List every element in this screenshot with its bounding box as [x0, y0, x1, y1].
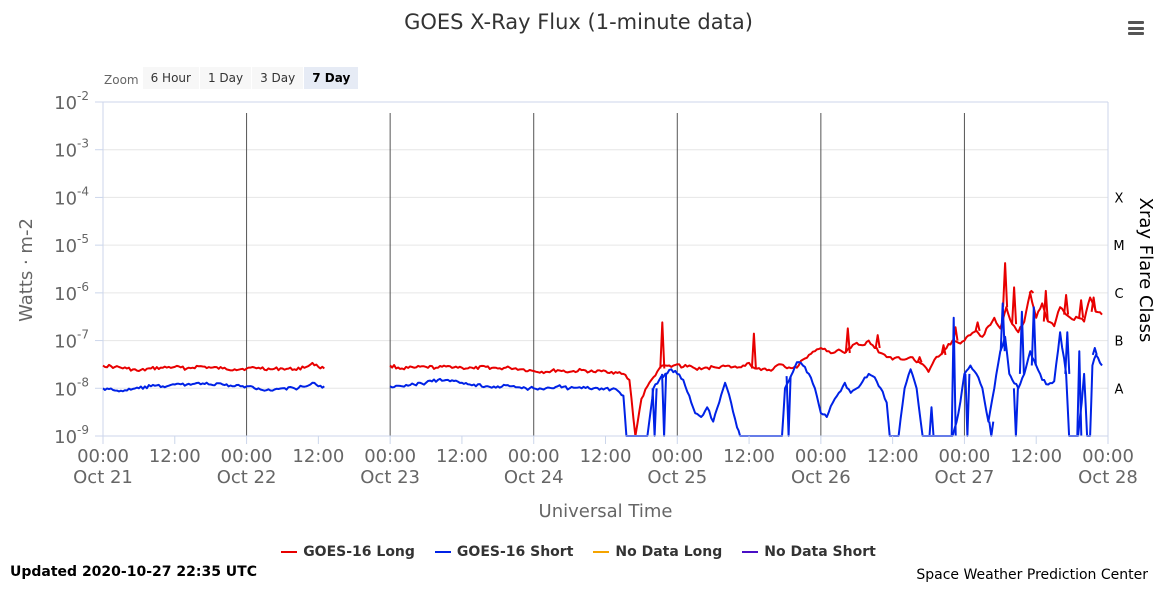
series-spike: [950, 316, 957, 437]
series-spike: [1042, 289, 1049, 322]
y-tick-label: 10-4: [54, 184, 89, 209]
x-tick-date-label: Oct 27: [935, 467, 995, 488]
series-spike: [661, 373, 668, 437]
series-spike: [659, 321, 666, 369]
x-tick-time-label: 12:00: [723, 446, 775, 467]
series-spike: [1078, 299, 1085, 318]
flare-class-label: X: [1115, 191, 1124, 206]
series-spike: [1028, 289, 1035, 294]
flare-class-label: A: [1115, 382, 1124, 397]
flare-class-label: B: [1115, 335, 1124, 350]
series-spike: [928, 406, 935, 437]
legend-item-goes16-short[interactable]: GOES-16 Short: [434, 544, 574, 560]
series-spike: [1030, 306, 1037, 366]
credit-text: Space Weather Prediction Center: [916, 567, 1148, 583]
y-tick-label: 10-9: [54, 423, 89, 448]
x-tick-time-label: 12:00: [149, 446, 201, 467]
y-tick-label: 10-8: [54, 375, 89, 400]
y-tick-label: 10-3: [54, 137, 89, 162]
x-tick-date-label: Oct 25: [647, 467, 707, 488]
series-spike: [1012, 388, 1019, 437]
series-spike: [999, 302, 1006, 352]
chart-title: GOES X-Ray Flux (1-minute data): [404, 10, 753, 34]
series-spike: [1063, 294, 1070, 315]
series-spike: [1076, 350, 1083, 437]
flare-class-label: C: [1114, 287, 1123, 302]
flare-class-label: M: [1113, 239, 1124, 254]
zoom-label: Zoom: [104, 73, 139, 87]
series-spike: [916, 356, 923, 363]
x-tick-time-label: 00:00: [1082, 446, 1134, 467]
series-spike: [988, 421, 995, 437]
chart-menu-icon[interactable]: [1124, 16, 1148, 40]
x-tick-time-label: 00:00: [77, 446, 129, 467]
legend: GOES-16 Long GOES-16 Short No Data Long …: [0, 544, 1157, 560]
series-spike: [1018, 310, 1025, 374]
x-tick-time-label: 00:00: [221, 446, 273, 467]
y-tick-label: 10-7: [54, 328, 89, 353]
series-spike: [1090, 296, 1097, 312]
series-spike: [750, 332, 757, 369]
x-axis-title: Universal Time: [539, 501, 673, 522]
axis-layer: 10-210-310-410-510-610-710-810-900:00Oct…: [54, 89, 1138, 488]
zoom-bar: Zoom 6 Hour 1 Day 3 Day 7 Day: [104, 66, 359, 90]
series-layer: [102, 262, 1103, 437]
legend-swatch: [742, 551, 759, 553]
x-tick-time-label: 12:00: [580, 446, 632, 467]
x-tick-date-label: Oct 23: [360, 467, 420, 488]
legend-item-no-data-long[interactable]: No Data Long: [593, 544, 722, 560]
x-tick-time-label: 00:00: [795, 446, 847, 467]
y-axis-title: Watts · m-2: [16, 218, 37, 322]
series-spike: [785, 376, 792, 437]
series-spike: [874, 334, 881, 349]
x-tick-date-label: Oct 26: [791, 467, 851, 488]
right-axis-title: Xray Flare Class: [1135, 198, 1156, 343]
series-spike: [1002, 262, 1009, 308]
series-line-long: [102, 291, 1103, 437]
legend-label: GOES-16 Short: [456, 544, 574, 560]
series-spike: [1064, 331, 1071, 374]
series-spike: [844, 327, 851, 354]
zoom-1-day-button[interactable]: 1 Day: [199, 67, 252, 89]
grid-layer: [102, 101, 1109, 437]
x-tick-date-label: Oct 24: [504, 467, 564, 488]
zoom-6-hour-button[interactable]: 6 Hour: [142, 67, 199, 89]
legend-swatch: [593, 551, 610, 553]
x-tick-time-label: 12:00: [436, 446, 488, 467]
x-tick-time-label: 12:00: [1010, 446, 1062, 467]
legend-label: No Data Short: [764, 544, 876, 560]
x-tick-time-label: 12:00: [867, 446, 919, 467]
legend-item-no-data-short[interactable]: No Data Short: [742, 544, 876, 560]
x-tick-time-label: 00:00: [938, 446, 990, 467]
y-tick-label: 10-5: [54, 232, 89, 257]
x-tick-time-label: 00:00: [364, 446, 416, 467]
x-tick-date-label: Oct 28: [1078, 467, 1138, 488]
zoom-3-day-button[interactable]: 3 Day: [252, 67, 304, 89]
legend-label: GOES-16 Long: [303, 544, 415, 560]
updated-timestamp: Updated 2020-10-27 22:35 UTC: [10, 564, 257, 580]
series-spike: [940, 344, 947, 356]
x-tick-time-label: 12:00: [292, 446, 344, 467]
y-tick-label: 10-6: [54, 280, 89, 305]
x-tick-date-label: Oct 22: [217, 467, 277, 488]
series-spike: [651, 388, 658, 437]
legend-swatch: [434, 551, 451, 553]
legend-label: No Data Long: [615, 544, 723, 560]
x-tick-time-label: 00:00: [508, 446, 560, 467]
series-spike: [964, 373, 971, 437]
x-tick-date-label: Oct 21: [73, 467, 133, 488]
legend-swatch: [281, 551, 298, 553]
zoom-7-day-button[interactable]: 7 Day: [304, 67, 359, 89]
legend-item-goes16-long[interactable]: GOES-16 Long: [281, 544, 415, 560]
series-spike: [1091, 347, 1098, 356]
x-tick-time-label: 00:00: [651, 446, 703, 467]
series-spike: [974, 321, 981, 332]
y-tick-label: 10-2: [54, 89, 89, 114]
series-spike: [1011, 286, 1018, 325]
